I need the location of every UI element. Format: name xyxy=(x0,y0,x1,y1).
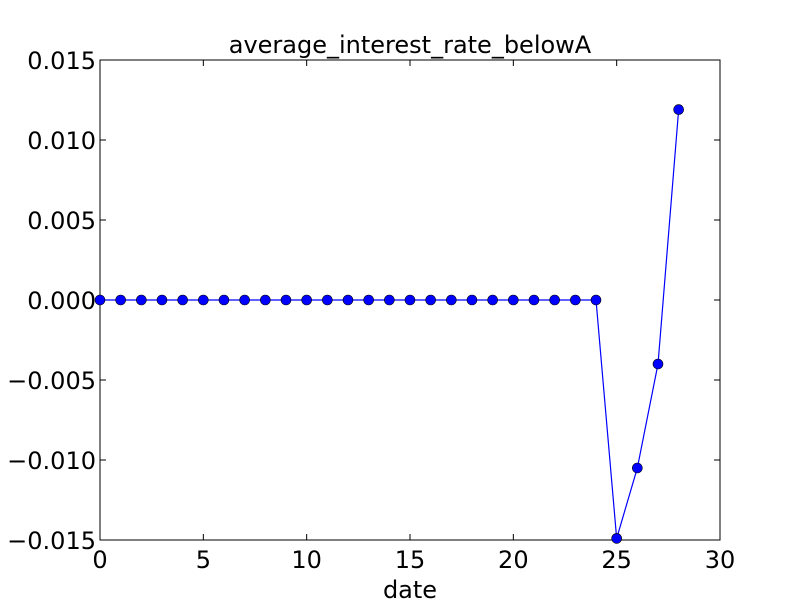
data-point xyxy=(611,533,622,544)
y-tick-label: −0.010 xyxy=(7,447,96,475)
data-point xyxy=(446,294,457,306)
x-tick-label: 20 xyxy=(498,546,529,574)
data-point xyxy=(425,294,436,306)
y-tick-label: 0.015 xyxy=(27,47,96,75)
x-tick-label: 25 xyxy=(601,546,632,574)
data-point xyxy=(363,294,374,306)
x-tick-label: 15 xyxy=(395,546,426,574)
data-point xyxy=(570,294,581,306)
x-tick-label: 10 xyxy=(291,546,322,574)
data-point xyxy=(528,294,540,306)
data-point xyxy=(115,294,126,306)
data-point xyxy=(466,294,478,306)
data-point xyxy=(652,358,664,370)
data-point xyxy=(342,294,354,306)
y-tick-label: 0.000 xyxy=(27,287,96,315)
data-point xyxy=(590,294,602,306)
x-tick-label: 5 xyxy=(196,546,211,574)
y-tick-label: −0.005 xyxy=(7,367,96,395)
data-point xyxy=(384,294,395,306)
data-point xyxy=(549,294,560,306)
y-tick-label: 0.010 xyxy=(27,127,96,155)
axis-ticks xyxy=(99,59,721,541)
y-tick-label: −0.015 xyxy=(7,527,96,555)
series-markers xyxy=(94,104,684,544)
data-point xyxy=(239,294,250,306)
data-point xyxy=(487,294,498,306)
data-point xyxy=(673,104,684,115)
x-tick-label: 30 xyxy=(705,546,736,574)
data-point xyxy=(198,294,209,306)
axis-tick-labels: 0 5 10 15 20 25 30 −0.015 −0.010 −0.005 0.000 0.005… xyxy=(7,47,735,574)
chart-title: average_interest_rate_belowA xyxy=(229,31,592,59)
data-point xyxy=(632,462,643,474)
x-axis-label: date xyxy=(383,576,437,600)
data-point xyxy=(94,294,106,306)
data-point xyxy=(218,294,230,306)
data-point xyxy=(280,294,292,306)
data-point xyxy=(136,294,147,306)
data-point xyxy=(508,294,519,306)
data-point xyxy=(260,294,271,306)
x-tick-label: 0 xyxy=(92,546,107,574)
series-line xyxy=(100,109,680,539)
data-point xyxy=(177,294,188,306)
y-tick-label: 0.005 xyxy=(27,207,96,235)
data-point xyxy=(404,294,416,306)
data-point xyxy=(156,294,168,306)
data-point xyxy=(322,294,333,306)
data-point xyxy=(301,294,312,306)
